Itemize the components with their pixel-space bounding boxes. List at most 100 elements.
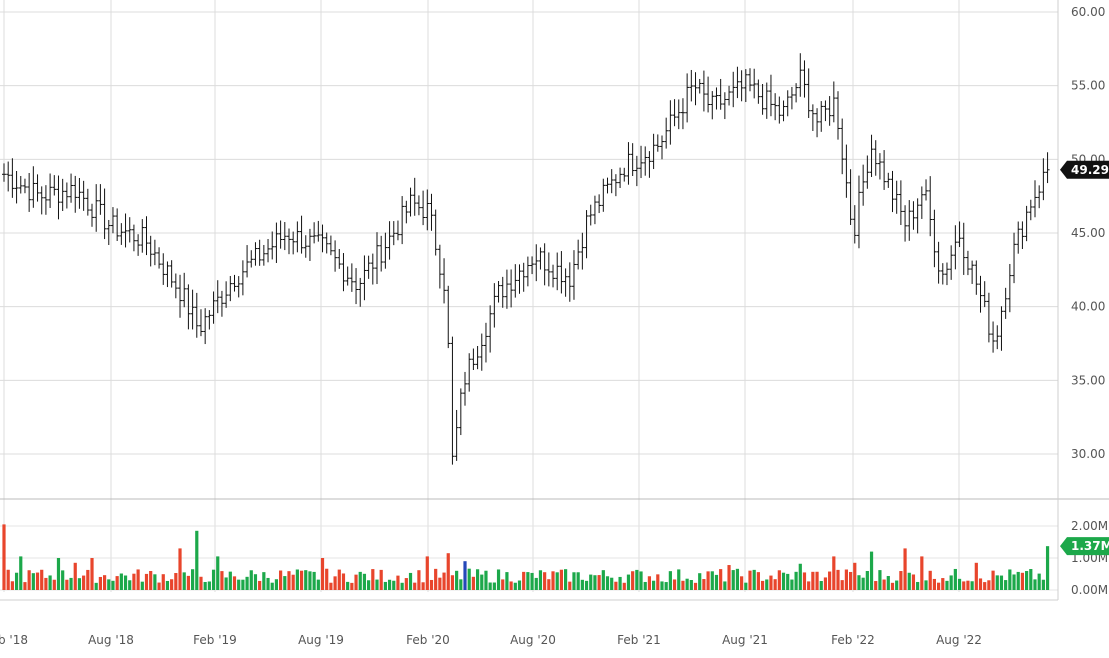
volume-bar <box>970 581 974 590</box>
volume-bar <box>899 571 903 590</box>
volume-bar <box>823 577 828 590</box>
volume-bar <box>731 570 735 590</box>
volume-bar <box>283 576 287 590</box>
ohlc-bar <box>1007 263 1012 313</box>
volume-bar <box>190 569 195 590</box>
volume-bar <box>455 570 459 590</box>
volume-bar <box>999 575 1004 590</box>
volume-bar <box>291 574 295 590</box>
ohlc-bar <box>651 133 656 170</box>
ohlc-bar <box>115 208 120 241</box>
ohlc-bar <box>278 220 283 249</box>
ohlc-bar <box>743 69 748 103</box>
ohlc-bar <box>588 204 593 226</box>
volume-bar <box>404 578 408 590</box>
ohlc-bar <box>274 222 279 263</box>
ohlc-bar <box>584 210 589 259</box>
volume-bar <box>463 561 467 590</box>
volume-bar <box>312 571 316 590</box>
ohlc-bar <box>27 172 32 212</box>
ohlc-bar <box>1012 232 1017 284</box>
ohlc-bar <box>836 91 841 140</box>
ohlc-bar <box>940 263 945 285</box>
volume-bar <box>216 556 220 590</box>
ohlc-bar <box>718 78 723 110</box>
volume-bar <box>601 570 605 590</box>
ohlc-bar <box>856 175 861 249</box>
ohlc-bar <box>907 200 912 241</box>
ohlc-bar <box>965 250 970 276</box>
volume-bar <box>727 565 731 590</box>
ohlc-bar <box>618 167 623 188</box>
volume-bar <box>811 571 815 590</box>
ohlc-bar <box>442 258 447 304</box>
volume-bar <box>966 580 970 590</box>
ohlc-bar <box>840 118 845 175</box>
ohlc-bar <box>521 262 526 292</box>
ohlc-bar <box>1032 180 1037 218</box>
ohlc-bar <box>953 225 958 270</box>
volume-bar <box>580 579 584 590</box>
volume-bar <box>719 569 723 590</box>
volume-bar <box>928 570 932 590</box>
volume-bar <box>140 581 144 590</box>
ohlc-bar <box>6 161 11 192</box>
volume-bar <box>304 570 308 590</box>
ohlc-bar <box>555 252 560 291</box>
volume-bar <box>1037 573 1041 590</box>
volume-bar <box>1029 569 1033 590</box>
volume-bar <box>752 569 756 590</box>
ohlc-bar <box>320 224 325 253</box>
volume-bar <box>90 558 94 590</box>
ohlc-bar <box>517 264 522 294</box>
volume-bar <box>853 562 857 590</box>
volume-bar <box>605 576 610 590</box>
volume-bar <box>287 571 291 590</box>
ohlc-bar <box>119 223 124 245</box>
volume-bar <box>698 573 702 590</box>
volume-bar <box>505 572 509 590</box>
ohlc-bar <box>316 220 321 242</box>
volume-bar <box>341 573 346 590</box>
price-tick-label: 35.00 <box>1071 373 1105 387</box>
volume-bar <box>266 577 270 590</box>
volume-bar <box>98 576 102 590</box>
price-tick-label: 30.00 <box>1071 447 1105 461</box>
ohlc-bar <box>10 158 15 198</box>
ohlc-bar <box>852 205 857 244</box>
ohlc-bar <box>400 196 405 245</box>
volume-bar <box>677 569 681 590</box>
ohlc-bar <box>412 177 417 216</box>
ohlc-bar <box>559 251 564 294</box>
volume-tick-label: 2.00M <box>1071 519 1108 533</box>
ohlc-bar <box>777 96 782 124</box>
ohlc-bar <box>613 174 618 197</box>
volume-bar <box>936 582 941 590</box>
ohlc-bar <box>131 224 136 252</box>
ohlc-bar <box>253 242 258 266</box>
volume-bar <box>874 581 878 590</box>
ohlc-bar <box>127 217 132 243</box>
volume-bar <box>555 572 559 590</box>
ohlc-bar <box>161 253 166 285</box>
ohlc-bar <box>169 260 174 288</box>
volume-bar <box>220 571 224 590</box>
volume-bar <box>136 569 140 590</box>
ohlc-bar <box>768 74 773 117</box>
ohlc-bar <box>722 92 727 120</box>
volume-bar <box>1045 546 1050 590</box>
volume-bar <box>790 579 794 590</box>
volume-bar <box>392 580 396 590</box>
date-tick-label: Aug '20 <box>510 633 556 647</box>
ohlc-bar <box>73 175 78 213</box>
ohlc-bar <box>136 234 141 256</box>
volume-bar <box>354 574 358 590</box>
ohlc-bar <box>919 186 924 219</box>
ohlc-bar <box>576 239 581 270</box>
volume-bar <box>572 572 576 590</box>
volume-bar <box>635 569 639 590</box>
volume-bar <box>710 571 714 590</box>
volume-bar <box>429 579 434 590</box>
ohlc-bar <box>467 353 472 392</box>
ohlc-bar <box>764 82 769 119</box>
